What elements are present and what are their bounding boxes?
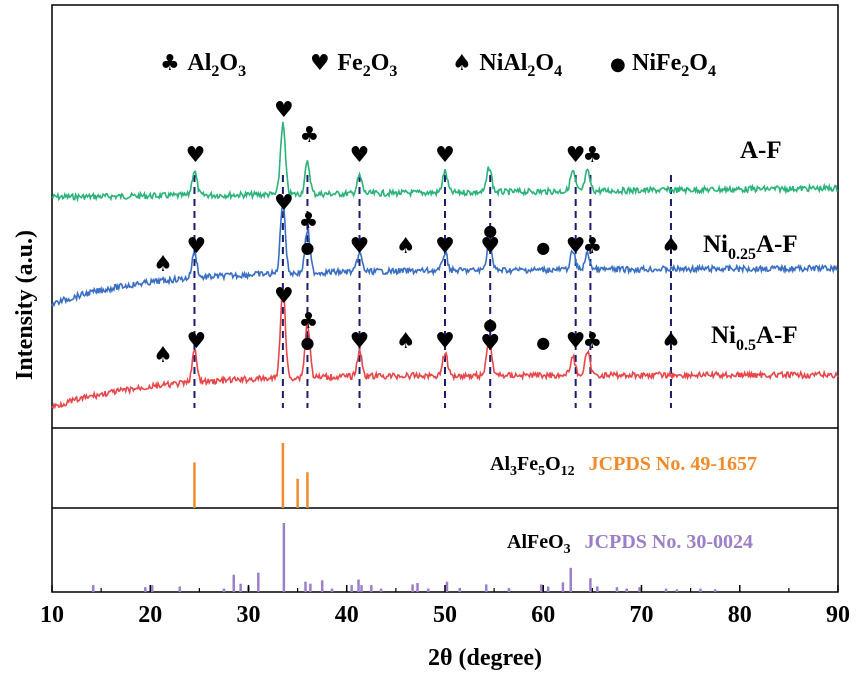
phase-marker: ♥ [435, 329, 455, 354]
x-tick-label: 30 [237, 602, 261, 628]
phase-marker: ♣ [299, 309, 319, 334]
series-label: A-F [740, 137, 782, 164]
legend-entry: ♠ NiAl2O4 [452, 50, 562, 80]
phase-marker: ● [483, 221, 497, 240]
x-axis: 10 20 30 40 50 60 70 80 90 [40, 585, 850, 628]
phase-marker: ♣ [583, 234, 603, 259]
phase-marker: ♣ [583, 329, 603, 354]
phase-marker: ♠ [661, 234, 681, 259]
x-tick-label: 10 [40, 602, 64, 628]
phase-marker: ♠ [153, 343, 173, 368]
phase-marker: ♥ [480, 331, 500, 356]
phase-marker: ♥ [435, 143, 455, 168]
phase-marker: ● [483, 315, 497, 334]
phase-markers: ♥♥♣♥ ♥♥♥♣♠♥♥●♣♥ ♠ ♥●♥ ● ♥♣ ♠♠♥♥●♣♥ ♠ ♥●♥ ● ♥♣ ♠ [153, 98, 681, 368]
series-labels: A-F Ni0.25A-F Ni0.5A-F [703, 137, 798, 354]
legend: ♣ Al2O3 ♥ Fe2O3 ♠ NiAl2O4 ● NiFe2O4 [160, 50, 716, 80]
trace-A-F [51, 121, 839, 203]
phase-marker: ♣ [299, 209, 319, 234]
x-tick-label: 40 [335, 602, 359, 628]
y-axis-label: Intensity (a.u.) [12, 230, 38, 380]
phase-marker: ♥ [480, 331, 500, 356]
series-label: Ni0.5A-F [711, 322, 798, 354]
x-tick-label: 60 [531, 602, 555, 628]
phase-marker: ♥ [566, 329, 586, 354]
trace-Ni0.25A-F [51, 203, 839, 308]
legend-entry: ♥ Fe2O3 [310, 50, 397, 80]
reference-labels: Al3Fe5O12 JCPDS No. 49-1657 AlFeO3 JCPDS No… [490, 453, 757, 557]
phase-marker: ♥ [350, 234, 370, 259]
phase-marker: ♠ [396, 234, 416, 259]
phase-marker: ♠ [661, 329, 681, 354]
legend-entry: ♣ Al2O3 [160, 50, 246, 80]
phase-marker: ♥ [350, 329, 370, 354]
reference-label: Al3Fe5O12 JCPDS No. 49-1657 [490, 453, 757, 479]
phase-marker: ♥ [480, 234, 500, 259]
phase-marker: ● [536, 333, 550, 352]
phase-marker: ♥ [274, 284, 294, 309]
reference-label: AlFeO3 JCPDS No. 30-0024 [507, 531, 753, 557]
x-tick-label: 20 [138, 602, 162, 628]
phase-marker: ♥ [187, 329, 207, 354]
phase-marker: ♠ [153, 252, 173, 277]
phase-marker: ● [536, 238, 550, 257]
x-tick-label: 90 [826, 602, 850, 628]
trace-Ni0.5A-F [51, 287, 839, 410]
phase-marker: ♣ [583, 143, 603, 168]
legend-entry: ● NiFe2O4 [610, 50, 716, 80]
x-tick-label: 50 [433, 602, 457, 628]
phase-marker: ♣ [300, 123, 320, 148]
phase-marker: ♥ [350, 143, 370, 168]
reference-lines [193, 175, 672, 408]
phase-marker: ● [300, 238, 314, 257]
x-axis-label: 2θ (degree) [428, 645, 542, 671]
phase-marker: ● [300, 333, 314, 352]
phase-marker: ♠ [396, 329, 416, 354]
reference-sticks [92, 443, 717, 592]
phase-marker: ♥ [274, 98, 294, 123]
phase-marker: ♥ [566, 234, 586, 259]
x-tick-label: 70 [630, 602, 654, 628]
series-label: Ni0.25A-F [703, 231, 798, 263]
phase-marker: ♥ [435, 234, 455, 259]
phase-marker: ♥ [566, 143, 586, 168]
phase-marker: ♥ [187, 234, 207, 259]
phase-marker: ♥ [274, 191, 294, 216]
xrd-traces [51, 121, 839, 410]
x-tick-label: 80 [728, 602, 752, 628]
phase-marker: ♥ [186, 143, 206, 168]
